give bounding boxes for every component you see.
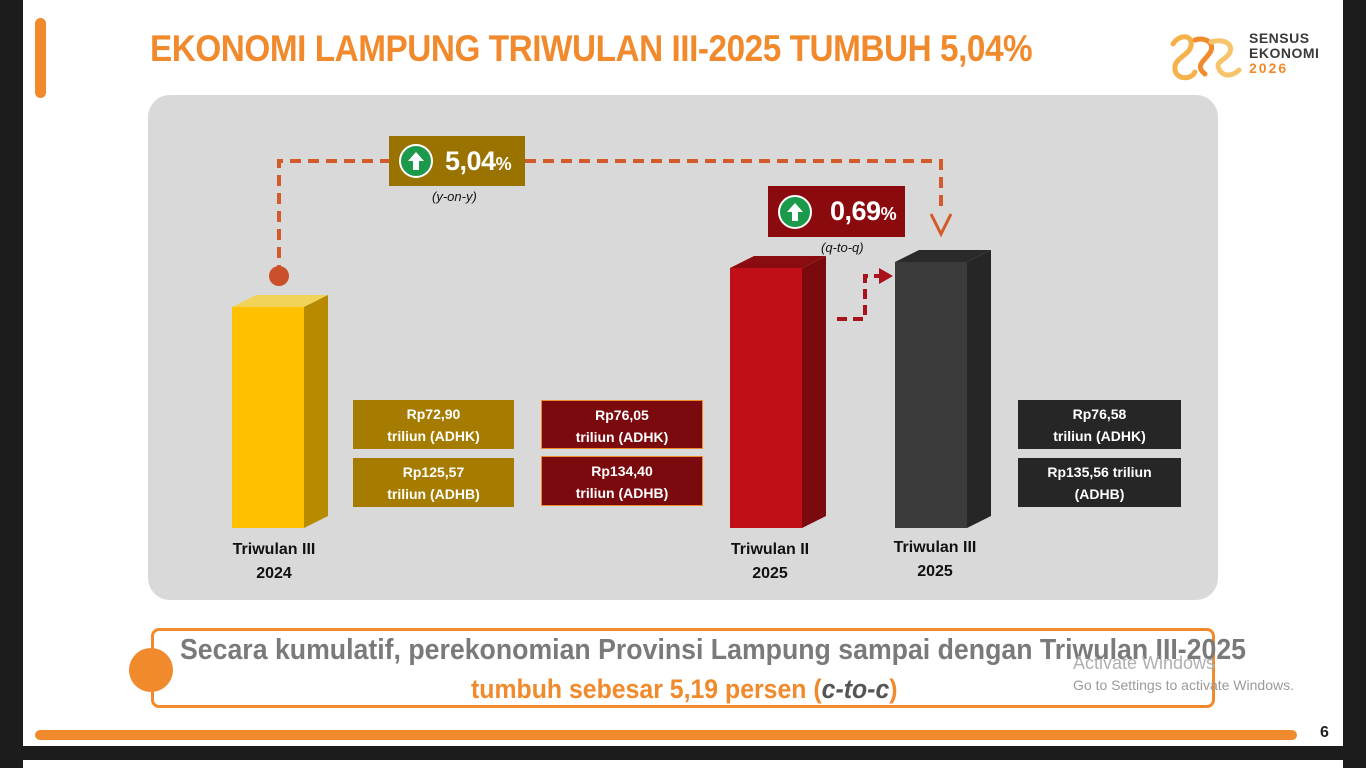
summary-box xyxy=(151,628,1215,708)
value-amount: Rp134,40 xyxy=(591,463,653,479)
value-unit: triliun (ADHK) xyxy=(575,429,669,445)
watermark-line-1: Activate Windows xyxy=(1073,653,1216,673)
bars-and-connectors xyxy=(232,159,991,528)
bar-tw3-2024-side xyxy=(304,295,328,528)
qtoq-growth-badge: 0,69% xyxy=(768,186,905,237)
summary-line-2: tumbuh sebesar 5,19 persen (c-to-c) xyxy=(471,674,898,705)
summary-line-2-italic: c-to-c xyxy=(821,674,890,704)
value-unit: triliun (ADHK) xyxy=(387,428,480,444)
value-amount: Rp76,58 xyxy=(1072,406,1127,422)
bar-tw3-2025 xyxy=(895,262,967,528)
windows-activation-watermark: Activate Windows Go to Settings to activ… xyxy=(1073,652,1294,696)
logo-year: 2026 xyxy=(1249,60,1289,76)
summary-line-1: Secara kumulatif, perekonomian Provinsi … xyxy=(180,634,1247,666)
value-unit: triliun (ADHK) xyxy=(1053,428,1146,444)
bar-tw2-2025-side xyxy=(802,256,826,528)
value-box-tw3-2025-adhb: Rp135,56 triliun (ADHB) xyxy=(1018,458,1181,507)
value-box-tw3-2024-adhk: Rp72,90 triliun (ADHK) xyxy=(353,400,514,449)
value-box-tw2-2025-adhk: Rp76,05 triliun (ADHK) xyxy=(541,400,703,449)
yoy-connector-arrowhead xyxy=(929,213,953,238)
value-box-tw3-2024-adhb: Rp125,57 triliun (ADHB) xyxy=(353,458,514,507)
value-box-tw2-2025-adhb: Rp134,40 triliun (ADHB) xyxy=(541,456,703,506)
bar-label-tw2-2025: Triwulan II 2025 xyxy=(700,538,840,586)
bar-tw3-2025-side xyxy=(967,250,991,528)
bar-label-tw3-2025: Triwulan III 2025 xyxy=(865,536,1005,584)
bar-label-tw3-2024: Triwulan III 2024 xyxy=(204,538,344,586)
bar-label-line-1: Triwulan III xyxy=(893,539,977,556)
bottom-accent-rule xyxy=(35,730,1297,740)
logo-text: SENSUS EKONOMI 2026 xyxy=(1249,31,1319,76)
bar-tw2-2025 xyxy=(730,268,802,528)
bar-tw3-2024 xyxy=(232,307,304,528)
bar-label-line-1: Triwulan III xyxy=(232,541,316,558)
qtoq-growth-value: 0,69% xyxy=(830,196,897,226)
logo-line-2: EKONOMI xyxy=(1249,45,1320,61)
sensus-ekonomi-logo-mark xyxy=(1170,34,1242,81)
value-unit: triliun (ADHB) xyxy=(575,485,669,501)
yoy-note: (y-on-y) xyxy=(432,189,477,204)
bar-tw3-2025-top xyxy=(895,250,991,262)
yoy-connector-right xyxy=(525,159,943,212)
bar-tw3-2024-top xyxy=(232,295,328,307)
slide-title: EKONOMI LAMPUNG TRIWULAN III-2025 TUMBUH… xyxy=(150,28,1033,69)
value-unit: triliun (ADHB) xyxy=(387,486,480,502)
qtoq-connector-arrowhead xyxy=(879,268,893,284)
logo-line-1: SENSUS xyxy=(1249,30,1310,46)
yoy-connector-start-dot xyxy=(269,266,289,286)
value-unit: (ADHB) xyxy=(1074,486,1125,502)
value-amount: Rp135,56 triliun xyxy=(1047,464,1152,480)
qtoq-connector xyxy=(837,274,881,321)
bar-label-line-2: 2024 xyxy=(256,565,292,582)
yoy-growth-value: 5,04% xyxy=(445,145,512,176)
left-accent-bar xyxy=(35,18,46,98)
presentation-slide: EKONOMI LAMPUNG TRIWULAN III-2025 TUMBUH… xyxy=(23,0,1343,746)
summary-line-2-end: ) xyxy=(889,674,898,704)
bar-tw2-2025-top xyxy=(730,256,826,268)
value-amount: Rp76,05 xyxy=(595,407,649,423)
bar-label-line-2: 2025 xyxy=(752,565,788,582)
summary-bullet-dot xyxy=(129,648,173,692)
value-amount: Rp125,57 xyxy=(402,464,465,480)
page-number: 6 xyxy=(1320,724,1329,741)
summary-line-2-main: tumbuh sebesar 5,19 persen ( xyxy=(471,674,822,704)
yoy-connector-left xyxy=(277,159,389,276)
bar-label-line-2: 2025 xyxy=(917,563,953,580)
value-amount: Rp72,90 xyxy=(406,406,461,422)
yoy-growth-badge: 5,04% xyxy=(389,136,525,186)
bar-label-line-1: Triwulan II xyxy=(730,541,810,558)
up-arrow-icon xyxy=(778,194,812,229)
value-box-tw3-2025-adhk: Rp76,58 triliun (ADHK) xyxy=(1018,400,1181,449)
watermark-line-2: Go to Settings to activate Windows. xyxy=(1073,677,1294,693)
up-arrow-icon xyxy=(399,144,433,178)
sensus-ekonomi-logo: SENSUS EKONOMI 2026 xyxy=(1165,26,1325,86)
qtoq-note: (q-to-q) xyxy=(821,240,864,255)
next-slide-edge xyxy=(23,760,1343,768)
